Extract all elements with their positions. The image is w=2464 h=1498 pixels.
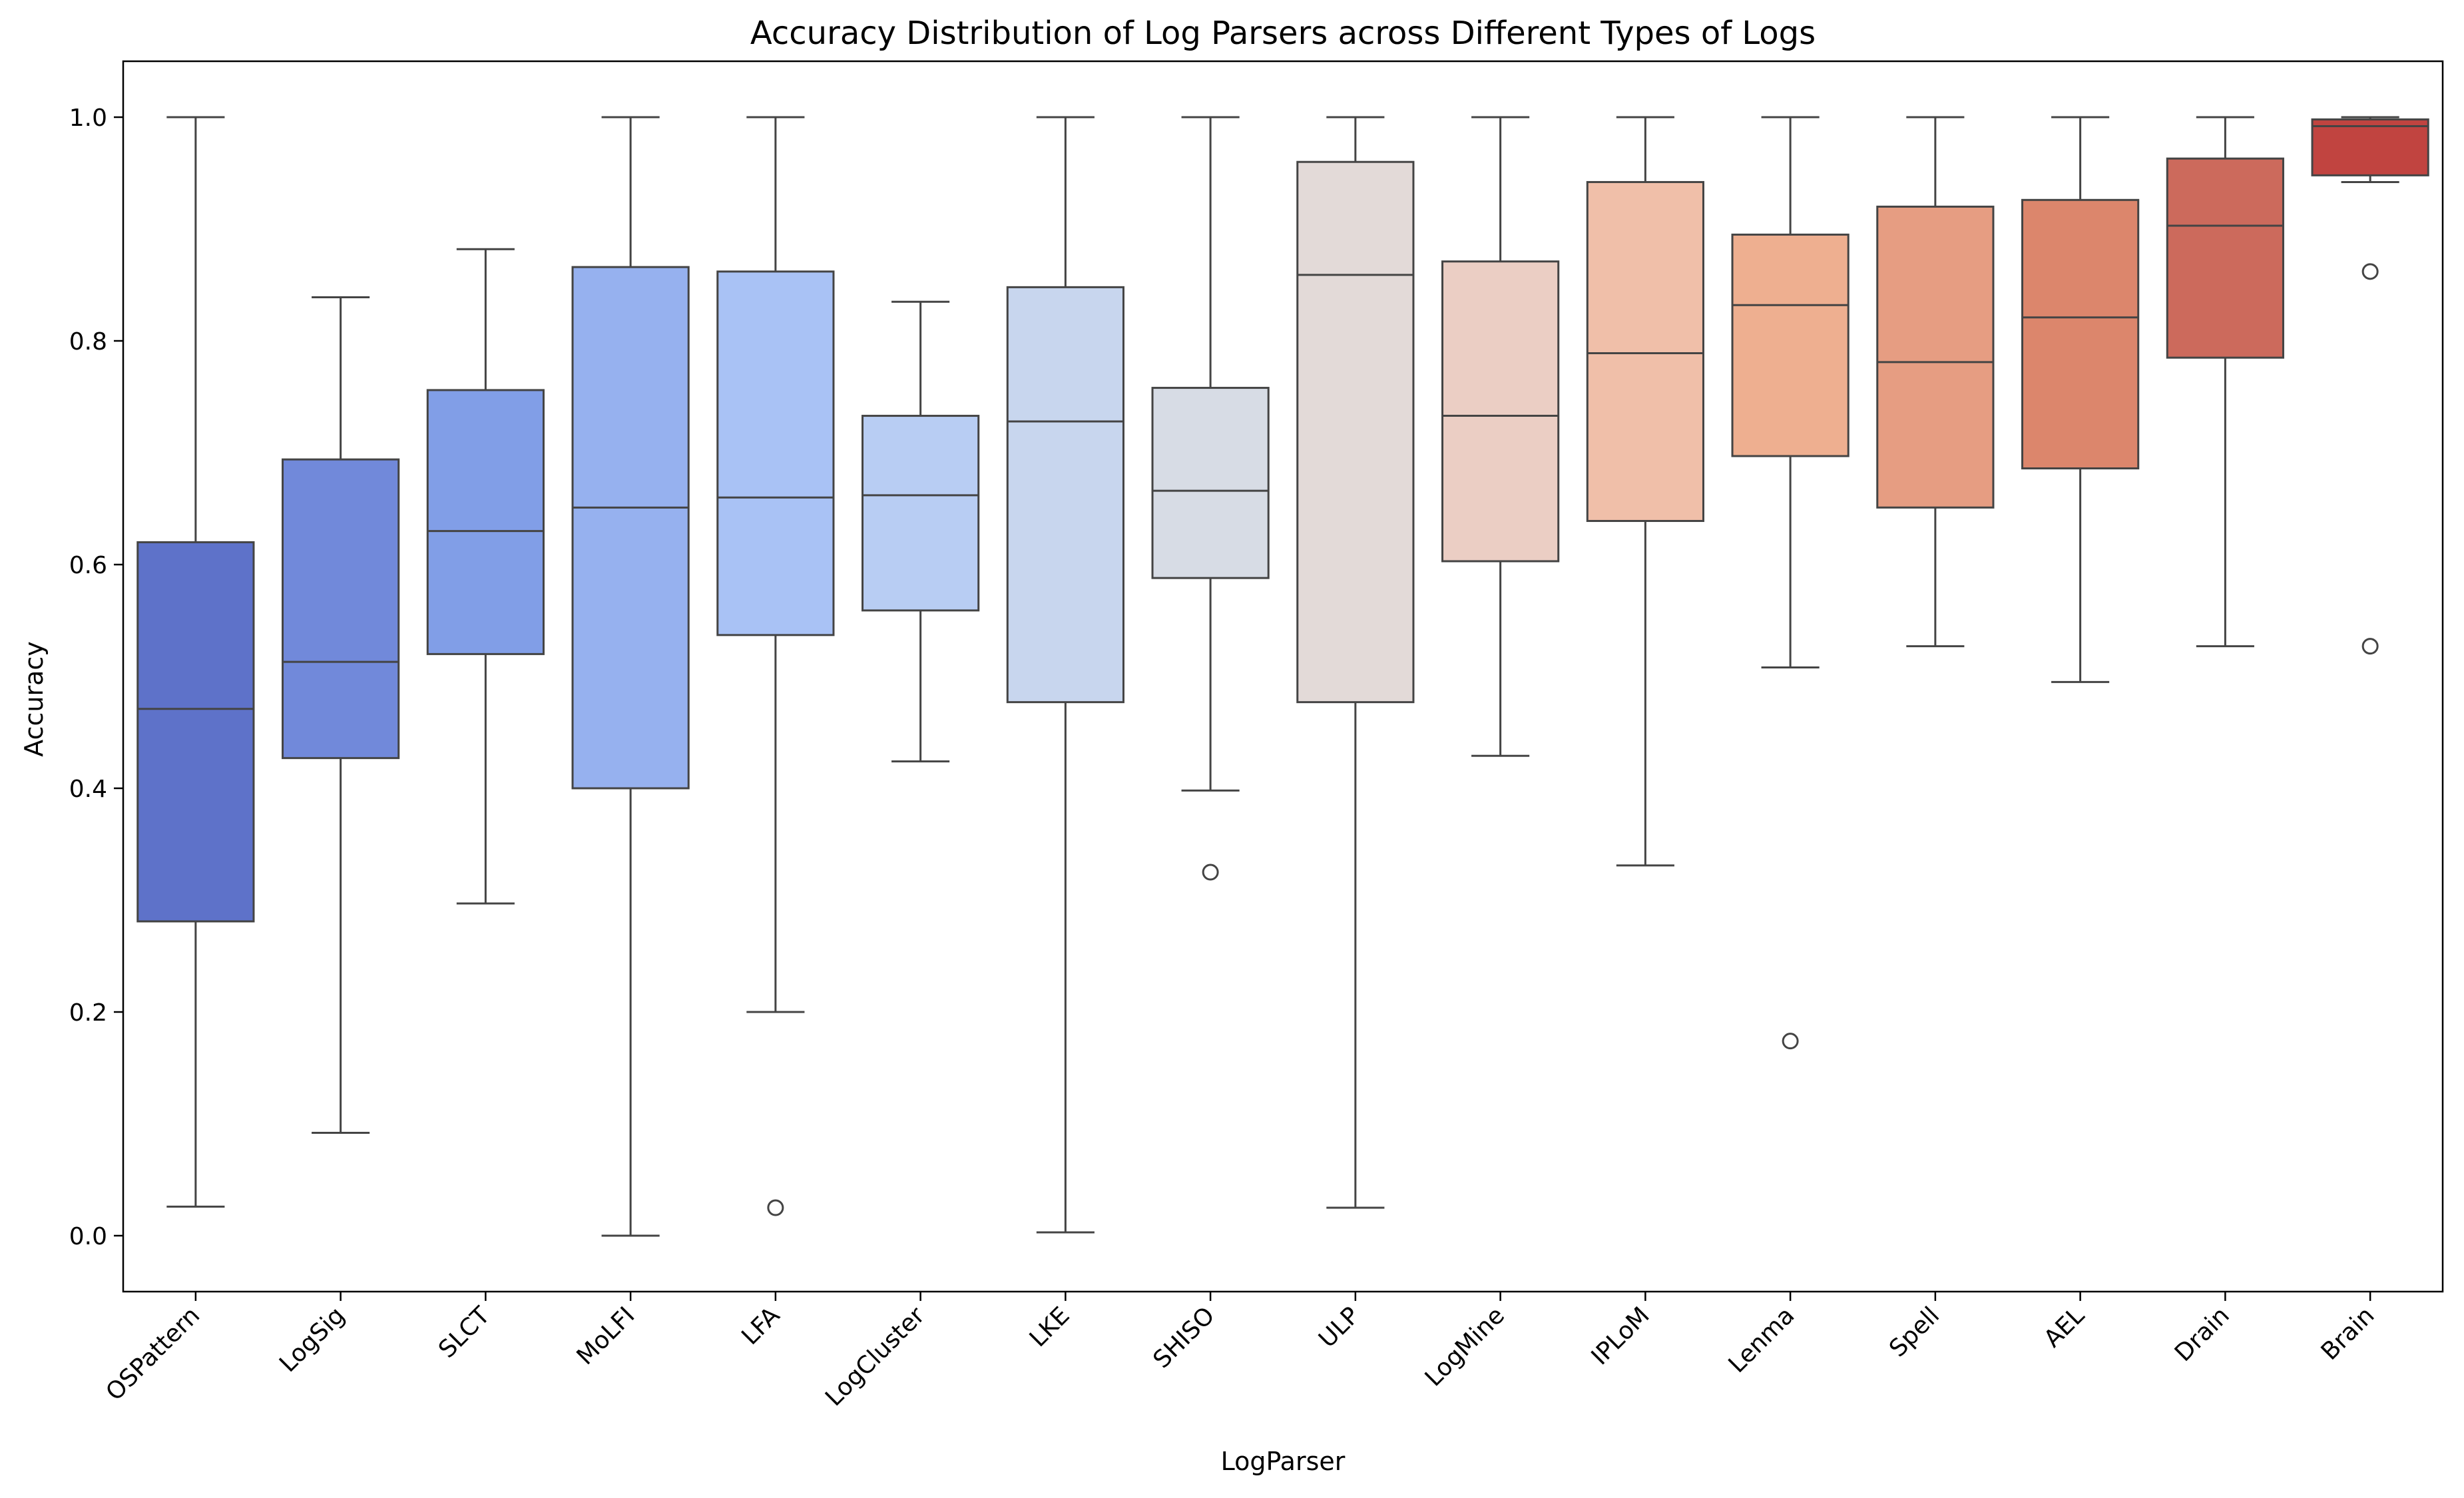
box-group-logcluster [862, 300, 980, 763]
box-iqr [2311, 118, 2429, 176]
box-group-molfi [571, 116, 690, 1237]
x-tick-label: Drain [2170, 1302, 2235, 1367]
box-iqr [1296, 160, 1415, 704]
box-group-drain [2166, 116, 2284, 648]
box-group-ael [2021, 116, 2140, 683]
plot-frame [122, 60, 2444, 1293]
box-group-slct [426, 248, 545, 905]
x-axis-label: LogParser [1221, 1447, 1346, 1476]
y-ticks-layer: 0.0 0.2 0.4 0.6 0.8 1.0 [69, 105, 123, 1250]
outlier-point [1782, 1033, 1799, 1050]
box-group-ulp [1296, 116, 1415, 1209]
box-group-lke [1006, 116, 1124, 1234]
x-tick-label: IPLoM [1587, 1302, 1655, 1370]
x-tick-label: LogCluster [820, 1302, 930, 1411]
box-iqr [716, 270, 835, 636]
box-iqr [1006, 286, 1124, 704]
box-group-lfa [716, 116, 835, 1216]
box-group-spell [1876, 116, 1995, 648]
box-iqr [862, 415, 980, 612]
box-iqr [2166, 157, 2284, 359]
box-group-iplom [1586, 116, 1704, 867]
x-tick-label: SHISO [1148, 1302, 1220, 1373]
x-tick-label: MoLFI [572, 1302, 640, 1370]
box-iqr [426, 389, 545, 655]
outlier-point [767, 1199, 784, 1216]
box-group-shiso [1151, 116, 1270, 881]
x-tick-label: AEL [2039, 1302, 2090, 1353]
box-iqr [136, 541, 255, 923]
x-tick-label: LFA [736, 1302, 785, 1350]
box-group-logmine [1441, 116, 1560, 757]
chart-title: Accuracy Distribution of Log Parsers acr… [750, 15, 1816, 52]
x-tick-label: LogSig [274, 1302, 350, 1377]
outlier-point [1202, 864, 1219, 881]
x-ticks-layer: OSPattern LogSig SLCT MoLFI LFA LogCluster LKE… [101, 1292, 2379, 1411]
box-iqr [1151, 387, 1270, 579]
outlier-point [2361, 263, 2379, 280]
y-axis-label: Accuracy [19, 641, 49, 757]
box-iqr [571, 266, 690, 790]
outlier-point [2361, 638, 2379, 655]
y-tick-label: 1.0 [69, 105, 107, 132]
box-group-brain [2311, 116, 2429, 655]
y-tick-label: 0.2 [69, 999, 107, 1027]
box-group-ospattern [136, 116, 255, 1208]
box-iqr [2021, 198, 2140, 470]
y-tick-label: 0.4 [69, 776, 107, 803]
box-iqr [282, 458, 400, 760]
y-tick-label: 0.8 [69, 328, 107, 356]
x-tick-label: ULP [1314, 1302, 1365, 1353]
box-iqr [1731, 233, 1849, 457]
box-iqr [1876, 205, 1995, 509]
y-tick-label: 0.0 [69, 1223, 107, 1250]
x-tick-label: Brain [2316, 1302, 2380, 1366]
box-iqr [1441, 260, 1560, 563]
x-tick-label: LKE [1025, 1302, 1075, 1352]
box-group-lenma [1731, 116, 1849, 1050]
x-tick-label: Lenma [1724, 1302, 1800, 1378]
boxes-layer [136, 116, 2429, 1237]
x-tick-label: LogMine [1420, 1302, 1510, 1391]
y-tick-label: 0.6 [69, 552, 107, 579]
x-tick-label: SLCT [433, 1302, 495, 1364]
x-tick-label: OSPattern [101, 1302, 205, 1406]
box-group-logsig [282, 296, 400, 1134]
x-tick-label: Spell [1884, 1302, 1945, 1362]
box-iqr [1586, 180, 1704, 522]
